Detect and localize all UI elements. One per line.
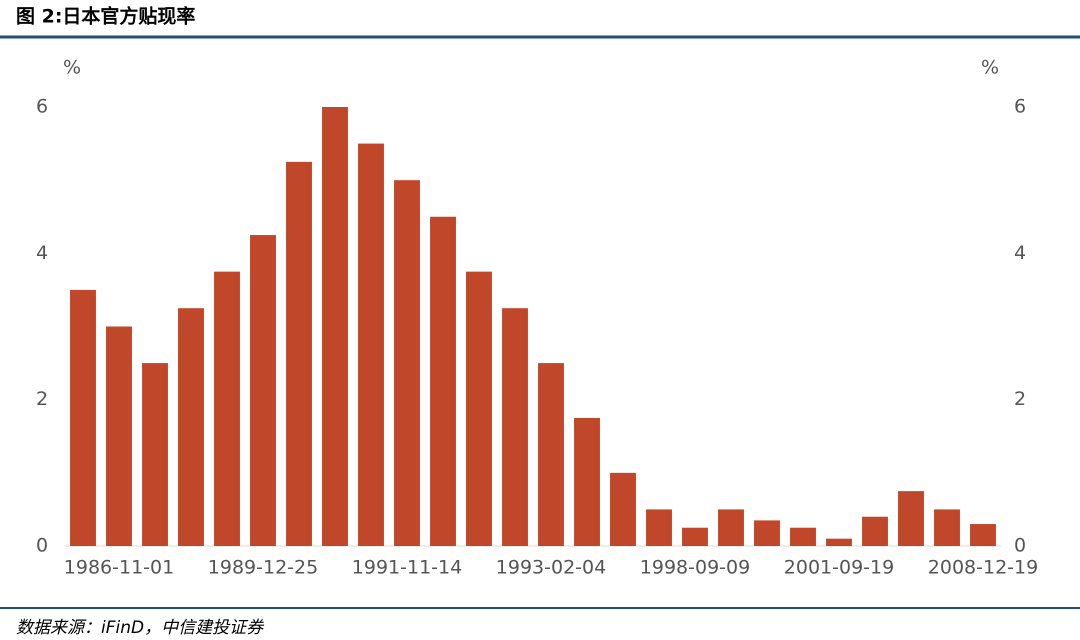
y2-tick-label: 2: [1014, 388, 1026, 410]
bar: [826, 538, 852, 546]
x-tick-label: 1989-12-25: [208, 557, 318, 579]
bar: [718, 509, 744, 546]
bar: [538, 363, 564, 546]
bar: [322, 107, 348, 546]
bar: [250, 235, 276, 546]
bar: [394, 180, 420, 546]
y2-tick-label: 0: [1014, 535, 1026, 557]
bar: [862, 516, 888, 546]
bar: [466, 271, 492, 546]
bar: [646, 509, 672, 546]
x-tick-label: 1998-09-09: [640, 557, 750, 579]
bar: [502, 308, 528, 546]
x-tick-label: 2001-09-19: [784, 557, 894, 579]
bar: [142, 363, 168, 546]
y-tick-label: 0: [36, 535, 48, 557]
y2-tick-label: 4: [1014, 242, 1026, 264]
x-tick-label: 1986-11-01: [64, 557, 174, 579]
source-note: 数据来源：iFinD，中信建投证券: [16, 618, 265, 638]
bar: [574, 417, 600, 546]
y2-axis-label: %: [981, 57, 999, 79]
bar: [970, 524, 996, 546]
bar: [286, 161, 312, 546]
bar: [178, 308, 204, 546]
bar: [610, 472, 636, 546]
x-tick-label: 1993-02-04: [496, 557, 606, 579]
bar: [754, 520, 780, 546]
bar: [790, 527, 816, 546]
x-tick-label: 2008-12-19: [928, 557, 1038, 579]
y-tick-label: 2: [36, 388, 48, 410]
y-tick-label: 4: [36, 242, 48, 264]
y-tick-label: 6: [36, 96, 48, 118]
bar: [358, 143, 384, 547]
bar: [70, 289, 96, 546]
bar: [898, 491, 924, 546]
chart-title: 图 2:日本官方贴现率: [16, 5, 195, 28]
y-axis-label: %: [63, 57, 81, 79]
x-tick-label: 1991-11-14: [352, 557, 462, 579]
bar: [934, 509, 960, 546]
bar: [430, 216, 456, 546]
bar: [214, 271, 240, 546]
y2-tick-label: 6: [1014, 96, 1026, 118]
bar: [106, 326, 132, 546]
bar: [682, 527, 708, 546]
